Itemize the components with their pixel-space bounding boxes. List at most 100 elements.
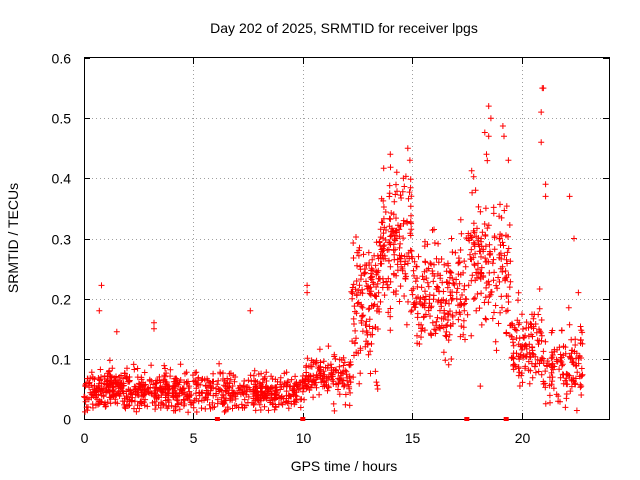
data-point: [443, 268, 450, 275]
data-point: [178, 399, 185, 406]
data-point: [350, 374, 357, 381]
data-point: [558, 327, 565, 334]
data-point: [494, 285, 501, 292]
data-point: [555, 393, 562, 400]
data-point: [548, 381, 555, 388]
data-point: [510, 355, 517, 362]
data-point: [308, 363, 315, 370]
data-point: [398, 195, 405, 201]
data-point: [446, 331, 453, 338]
data-point: [475, 260, 481, 267]
data-point: [475, 203, 482, 210]
data-point: [275, 401, 282, 408]
data-point: [492, 302, 499, 309]
data-point: [251, 400, 258, 407]
data-point: [331, 407, 338, 414]
data-point: [393, 169, 400, 176]
data-point: [148, 362, 155, 369]
data-point: [530, 315, 537, 322]
data-point: [81, 394, 88, 401]
data-point: [481, 299, 488, 306]
data-point: [391, 236, 398, 243]
data-point: [373, 271, 380, 278]
data-point: [152, 406, 159, 413]
data-point: [542, 181, 549, 188]
data-point: [571, 235, 577, 242]
data-point: [163, 402, 170, 409]
data-point: [447, 289, 454, 295]
data-point: [88, 369, 95, 376]
data-point: [154, 387, 161, 394]
data-point: [264, 387, 271, 394]
data-point: [474, 225, 480, 232]
data-point: [400, 175, 407, 182]
data-point: [158, 399, 165, 406]
data-point: [437, 307, 443, 314]
data-point: [447, 308, 453, 315]
data-point: [253, 384, 260, 391]
data-point: [529, 344, 536, 350]
data-point: [525, 358, 532, 365]
data-point: [162, 386, 169, 393]
data-point: [483, 284, 490, 291]
data-point: [564, 381, 571, 388]
data-point: [428, 332, 435, 339]
data-point: [349, 295, 356, 302]
data-point: [120, 388, 127, 395]
data-point: [440, 349, 447, 356]
data-point: [513, 327, 520, 334]
data-point: [292, 373, 299, 380]
data-point: [104, 399, 111, 406]
data-point: [193, 369, 200, 376]
data-point: [386, 182, 393, 189]
data-point: [204, 390, 211, 397]
data-point: [369, 331, 376, 338]
data-point: [112, 399, 119, 406]
data-point: [425, 283, 432, 290]
data-point: [301, 396, 308, 403]
data-point: [471, 243, 478, 250]
data-point: [491, 246, 498, 253]
data-point: [472, 187, 479, 194]
data-point: [391, 256, 398, 263]
data-point: [83, 404, 90, 411]
data-point: [477, 383, 484, 390]
data-point: [107, 400, 114, 407]
data-point: [520, 326, 526, 332]
data-point: [506, 284, 513, 291]
data-point: [453, 276, 460, 283]
data-point: [373, 379, 380, 386]
data-point: [368, 340, 375, 347]
data-point: [441, 261, 448, 268]
data-point: [210, 378, 217, 385]
data-point: [548, 355, 555, 362]
data-point: [413, 263, 420, 270]
data-point: [377, 254, 384, 261]
data-point: [490, 256, 497, 263]
x-tick-label: 20: [515, 430, 531, 446]
data-point: [172, 375, 179, 382]
data-point: [342, 401, 349, 408]
data-point: [190, 372, 196, 379]
data-point: [467, 256, 474, 262]
data-point: [538, 332, 545, 339]
data-point: [461, 307, 468, 314]
data-point: [461, 282, 468, 289]
data-point: [508, 333, 515, 340]
data-point: [392, 232, 399, 239]
data-point: [578, 372, 585, 379]
data-point: [507, 278, 514, 285]
data-point: [261, 392, 268, 399]
data-point: [383, 227, 389, 233]
data-point: [396, 226, 403, 233]
data-point: [354, 262, 360, 269]
data-point: [335, 380, 342, 387]
data-point: [281, 380, 288, 387]
data-point: [112, 377, 119, 384]
data-point: [420, 314, 427, 321]
data-point: [340, 362, 347, 369]
data-point: [506, 222, 513, 228]
data-point: [386, 223, 393, 230]
data-point: [157, 404, 164, 411]
